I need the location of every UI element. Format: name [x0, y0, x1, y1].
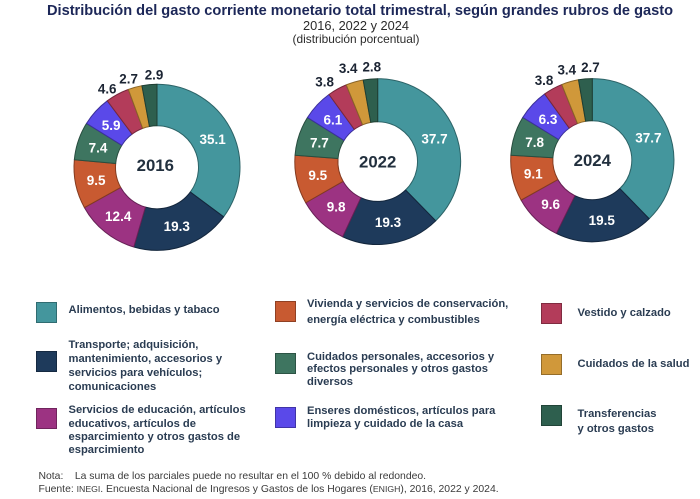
- svg-text:7.4: 7.4: [89, 140, 108, 155]
- svg-text:9.5: 9.5: [87, 173, 106, 188]
- svg-text:37.7: 37.7: [635, 130, 661, 145]
- svg-text:19.5: 19.5: [589, 213, 616, 228]
- svg-text:2.9: 2.9: [145, 68, 164, 83]
- svg-text:3.8: 3.8: [535, 73, 554, 88]
- svg-text:3.4: 3.4: [339, 61, 358, 76]
- svg-text:3.4: 3.4: [557, 62, 576, 77]
- svg-text:9.1: 9.1: [524, 167, 543, 182]
- svg-text:5.9: 5.9: [102, 118, 121, 133]
- svg-text:2022: 2022: [359, 153, 396, 172]
- svg-text:19.3: 19.3: [375, 215, 402, 230]
- svg-text:7.7: 7.7: [310, 135, 329, 150]
- svg-text:4.6: 4.6: [98, 82, 117, 97]
- svg-text:9.5: 9.5: [308, 168, 327, 183]
- svg-text:2.7: 2.7: [119, 72, 138, 87]
- svg-text:6.1: 6.1: [324, 113, 343, 128]
- svg-text:7.8: 7.8: [525, 135, 544, 150]
- svg-text:2016: 2016: [137, 156, 174, 175]
- svg-text:19.3: 19.3: [164, 219, 191, 234]
- svg-text:2.7: 2.7: [581, 60, 600, 75]
- svg-text:37.7: 37.7: [421, 131, 447, 146]
- svg-text:35.1: 35.1: [199, 132, 226, 147]
- svg-text:3.8: 3.8: [315, 75, 334, 90]
- svg-text:2.8: 2.8: [362, 60, 381, 75]
- svg-text:9.6: 9.6: [541, 197, 560, 212]
- svg-text:12.4: 12.4: [105, 209, 132, 224]
- svg-text:9.8: 9.8: [327, 200, 346, 215]
- svg-text:6.3: 6.3: [539, 112, 558, 127]
- svg-text:2024: 2024: [574, 151, 612, 170]
